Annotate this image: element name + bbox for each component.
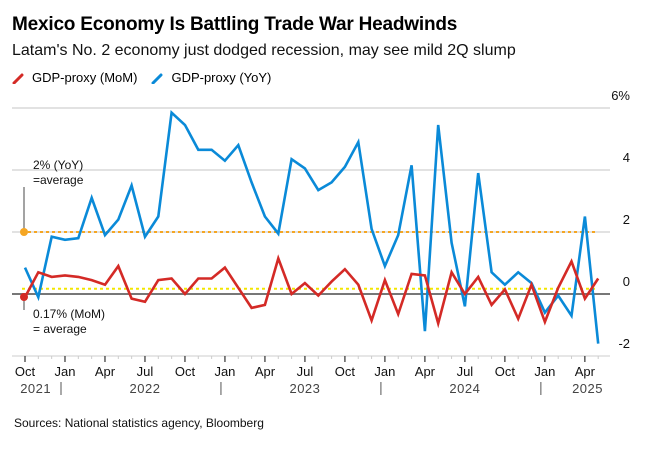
- x-tick-label: Oct: [175, 364, 196, 379]
- x-tick-label: Jul: [137, 364, 154, 379]
- x-tick-label: Jan: [534, 364, 555, 379]
- annotations: 2% (YoY)=average 0.17% (MoM)= average: [20, 158, 105, 336]
- y-axis-labels: 6% 4 2 0 -2: [611, 88, 630, 351]
- year-label: 2024: [449, 381, 480, 396]
- year-label: 2023: [289, 381, 320, 396]
- legend: GDP-proxy (MoM) GDP-proxy (YoY): [12, 70, 285, 85]
- mom-average-marker: [20, 293, 28, 301]
- mom-annotation-sublabel: = average: [33, 322, 87, 336]
- y-tick-label: 6%: [611, 88, 630, 103]
- year-label: 2021: [20, 381, 51, 396]
- x-tick-label: Jan: [55, 364, 76, 379]
- x-tick-label: Apr: [575, 364, 596, 379]
- y-tick-label: 0: [623, 274, 630, 289]
- legend-label-mom: GDP-proxy (MoM): [32, 70, 138, 85]
- chart-subtitle: Latam's No. 2 economy just dodged recess…: [12, 42, 516, 59]
- x-tick-label: Apr: [255, 364, 276, 379]
- x-tick-label: Oct: [15, 364, 36, 379]
- y-tick-label: -2: [618, 336, 630, 351]
- legend-item-yoy: GDP-proxy (YoY): [151, 70, 271, 85]
- chart-title: Mexico Economy Is Battling Trade War Hea…: [12, 14, 458, 35]
- legend-item-mom: GDP-proxy (MoM): [12, 70, 137, 85]
- yoy-annotation-label: 2% (YoY): [33, 158, 83, 172]
- yoy-series-line: [23, 110, 600, 344]
- blue-line-swatch-icon: [151, 73, 163, 84]
- x-tick-label: Jul: [457, 364, 474, 379]
- x-tick-label: Apr: [415, 364, 436, 379]
- source-note: Sources: National statistics agency, Blo…: [14, 416, 264, 430]
- yoy-annotation-sublabel: =average: [33, 173, 84, 187]
- x-tick-label: Oct: [495, 364, 516, 379]
- x-tick-label: Apr: [95, 364, 116, 379]
- x-axis: Oct Jan Apr Jul Oct Jan Apr Jul Oct Jan Apr Jul Oct J…: [12, 355, 610, 396]
- mom-annotation-label: 0.17% (MoM): [33, 307, 105, 321]
- mom-series-line: [23, 254, 600, 329]
- y-tick-label: 4: [623, 150, 630, 165]
- red-line-swatch-icon: [12, 73, 24, 84]
- x-tick-label: Jul: [297, 364, 314, 379]
- x-tick-label: Jan: [214, 364, 235, 379]
- series-lines: [23, 110, 600, 344]
- legend-label-yoy: GDP-proxy (YoY): [171, 70, 272, 85]
- x-tick-label: Oct: [335, 364, 356, 379]
- y-tick-label: 2: [623, 212, 630, 227]
- x-tick-label: Jan: [374, 364, 395, 379]
- yoy-average-marker: [20, 228, 28, 236]
- gridlines: [12, 107, 610, 295]
- year-label: 2025: [572, 381, 603, 396]
- year-label: 2022: [130, 381, 161, 396]
